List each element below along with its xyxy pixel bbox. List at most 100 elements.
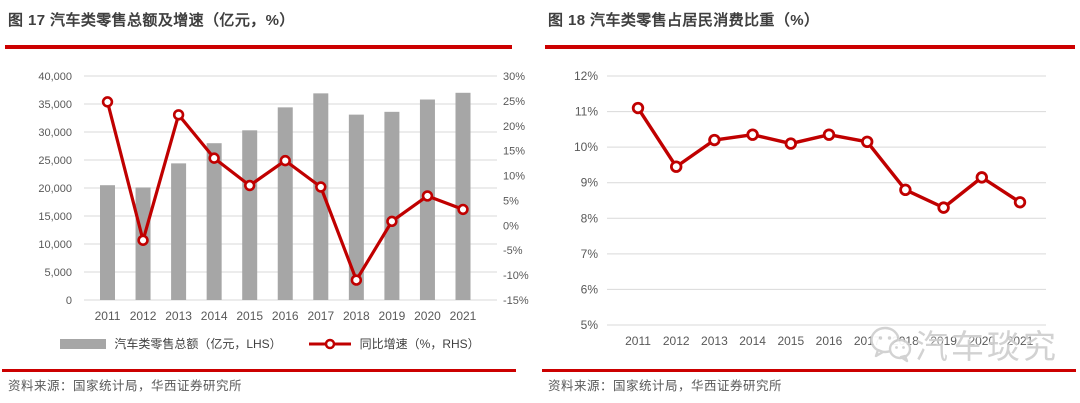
consumption-share-marker-2019 — [937, 201, 950, 214]
right-axis-tick-label: 10% — [503, 171, 525, 183]
x-axis-label-2011: 2011 — [95, 309, 121, 323]
figure-17-title: 图 17 汽车类零售总额及增速（亿元，%） — [8, 12, 295, 29]
bar-series-swatch — [60, 338, 107, 349]
line-series-swatch — [308, 338, 351, 349]
x-axis-label-2015: 2015 — [777, 334, 804, 348]
y-axis-tick-label: 6% — [581, 282, 599, 296]
figure-17-chart: 0 5,000 10,000 15,000 20,000 25,000 30,000 35,0… — [38, 71, 529, 323]
x-axis-label-2013: 2013 — [701, 334, 728, 348]
left-axis-tick-label: 15,000 — [38, 211, 72, 223]
x-axis-label-2016: 2016 — [816, 334, 843, 348]
yoy-growth-marker-2014 — [208, 152, 220, 164]
figure-18-chart: 12% 11% 10% 9% 8% 7% 6% 5% 2011 2012 2013 2014 2015 2… — [574, 69, 1046, 348]
x-axis-label-2017: 2017 — [854, 334, 881, 348]
consumption-share-marker-2020 — [975, 171, 989, 184]
yoy-growth-marker-2020 — [421, 190, 434, 202]
right-axis-tick-label: -10% — [503, 270, 529, 282]
consumption-share-marker-2011 — [631, 101, 645, 115]
yoy-growth-marker-2015 — [244, 179, 256, 192]
x-axis-label-2014: 2014 — [201, 309, 228, 323]
consumption-share-marker-2012 — [669, 160, 683, 173]
bar-2021 — [455, 92, 471, 300]
bar-2014 — [206, 143, 222, 300]
legend-item-yoy-growth: 同比增速（%，RHS） — [308, 335, 480, 352]
yoy-growth-marker-2017 — [315, 181, 327, 193]
legend-label-yoy-growth: 同比增速（%，RHS） — [359, 337, 480, 351]
left-axis-tick-label: 20,000 — [38, 183, 72, 195]
left-axis-tick-label: 25,000 — [38, 155, 72, 167]
figure-18-title: 图 18 汽车类零售占居民消费比重（%） — [548, 12, 820, 29]
figure-18-title-rule — [545, 45, 1075, 49]
x-axis-label-2016: 2016 — [272, 309, 299, 323]
left-axis-tick-label: 35,000 — [38, 99, 72, 111]
right-axis-tick-label: -15% — [503, 295, 529, 307]
y-axis-tick-label: 8% — [581, 211, 599, 225]
legend-item-total-retail: 汽车类零售总额（亿元，LHS） — [60, 335, 282, 352]
yoy-growth-marker-2011 — [101, 96, 114, 108]
figure-17-title-rule — [5, 45, 512, 49]
right-axis-tick-label: 30% — [503, 71, 525, 83]
x-axis-label-2021: 2021 — [450, 309, 477, 323]
consumption-share-marker-2021 — [1013, 196, 1027, 209]
yoy-growth-marker-2012 — [137, 234, 149, 246]
legend-label-total-retail: 汽车类零售总额（亿元，LHS） — [114, 337, 282, 351]
left-axis-tick-label: 0 — [66, 295, 72, 307]
figure-17-section: 图 17 汽车类零售总额及增速（亿元，%） 0 5,000 10,000 15,000… — [0, 12, 540, 393]
left-axis-tick-label: 5,000 — [44, 267, 72, 279]
right-axis-tick-label: 15% — [503, 146, 525, 158]
left-axis-tick-label: 30,000 — [38, 127, 72, 139]
yoy-growth-marker-2018 — [350, 274, 363, 286]
y-axis-tick-label: 5% — [581, 318, 599, 332]
right-axis-tick-label: -5% — [503, 245, 523, 257]
yoy-growth-marker-2013 — [172, 109, 185, 121]
yoy-growth-marker-2019 — [386, 215, 398, 228]
right-axis-tick-label: 20% — [503, 121, 525, 133]
x-axis-label-2019: 2019 — [930, 334, 957, 348]
y-axis-tick-label: 11% — [575, 105, 598, 119]
bar-2011 — [100, 185, 115, 300]
bar-2015 — [242, 130, 258, 300]
x-axis-label-2013: 2013 — [165, 309, 192, 323]
consumption-share-marker-2016 — [822, 128, 836, 141]
x-axis-label-2020: 2020 — [414, 309, 441, 323]
x-axis-label-2012: 2012 — [663, 334, 690, 348]
x-axis-label-2011: 2011 — [625, 334, 651, 348]
x-axis-label-2021: 2021 — [1007, 334, 1034, 348]
consumption-share-marker-2014 — [746, 128, 759, 141]
x-axis-label-2015: 2015 — [236, 309, 263, 323]
y-axis-tick-label: 10% — [574, 140, 598, 154]
bar-2018 — [348, 114, 364, 300]
right-axis-tick-label: 0% — [503, 220, 519, 232]
consumption-share-marker-2013 — [708, 133, 721, 147]
consumption-share-marker-2017 — [861, 135, 874, 149]
y-axis-tick-label: 7% — [581, 247, 599, 261]
x-axis-label-2017: 2017 — [307, 309, 334, 323]
right-axis-tick-label: 5% — [503, 195, 519, 207]
consumption-share-marker-2015 — [784, 137, 798, 150]
x-axis-label-2019: 2019 — [379, 309, 406, 323]
figure-17-source: 资料来源：国家统计局，华西证券研究所 — [8, 379, 243, 393]
figure-18-section: 图 18 汽车类零售占居民消费比重（%） 12% 11% 10% 9% 8% 7% 6% 5%… — [540, 0, 1080, 403]
consumption-share-line — [636, 107, 1021, 210]
figure-18-source-rule — [542, 369, 1076, 372]
y-axis-tick-label: 12% — [574, 69, 598, 83]
figure-18-source: 资料来源：国家统计局，华西证券研究所 — [548, 379, 783, 393]
consumption-share-marker-2018 — [899, 183, 912, 197]
x-axis-label-2018: 2018 — [343, 309, 370, 323]
x-axis-label-2014: 2014 — [739, 334, 766, 348]
left-axis-tick-label: 10,000 — [38, 239, 72, 251]
yoy-growth-marker-2016 — [279, 154, 291, 167]
figure-17-legend: 汽车类零售总额（亿元，LHS） 同比增速（%，RHS） — [0, 335, 540, 352]
x-axis-label-2018: 2018 — [892, 334, 919, 348]
left-axis-tick-label: 40,000 — [38, 71, 72, 83]
bar-2013 — [171, 163, 187, 300]
yoy-growth-marker-2021 — [457, 203, 469, 216]
bar-2017 — [313, 93, 329, 300]
y-axis-tick-label: 9% — [581, 176, 599, 190]
x-axis-label-2012: 2012 — [130, 309, 157, 323]
bar-2019 — [384, 111, 400, 300]
figure-17-source-rule — [2, 369, 516, 372]
x-axis-label-2020: 2020 — [968, 334, 995, 348]
bar-2016 — [277, 107, 293, 300]
